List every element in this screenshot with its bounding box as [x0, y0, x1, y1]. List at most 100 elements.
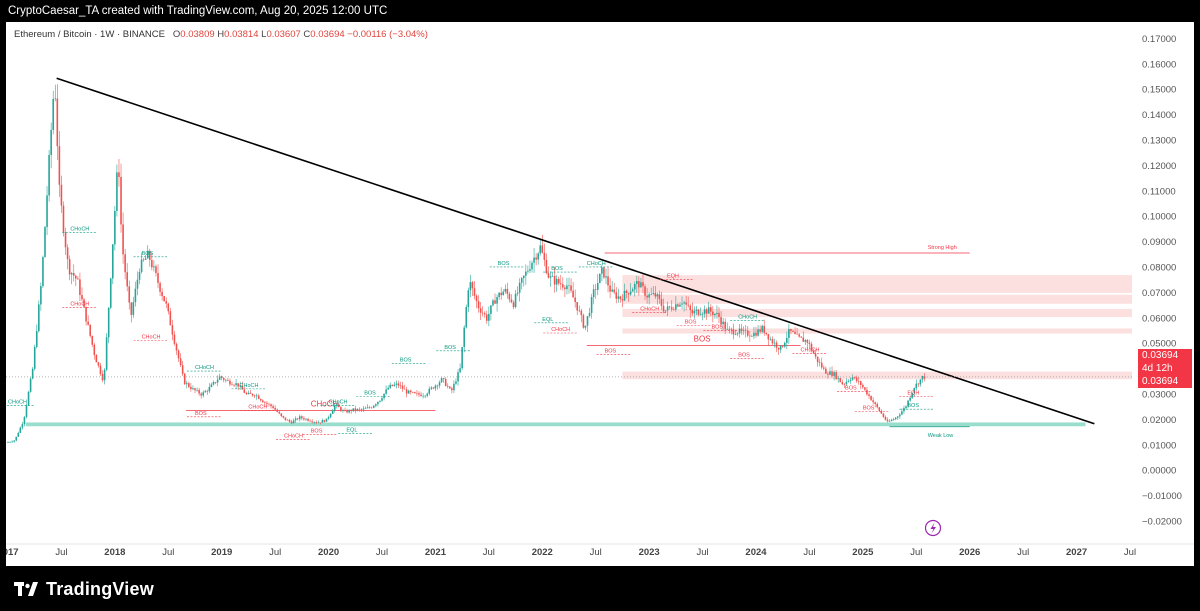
candle [29, 376, 32, 393]
candle [220, 375, 223, 381]
candle-body [794, 331, 796, 334]
candle-body [99, 365, 102, 374]
candle [500, 287, 502, 300]
candle-body [594, 289, 597, 290]
candle-body [518, 282, 521, 293]
candle-body [418, 393, 420, 395]
candle [403, 384, 406, 390]
candle-body [613, 289, 616, 293]
candle-body [218, 376, 221, 380]
candle [467, 287, 470, 313]
candle [204, 389, 207, 393]
time-tick-label: Jul [803, 547, 815, 558]
candle-body [802, 337, 805, 342]
candle [792, 329, 794, 333]
candle [231, 381, 233, 386]
candle-body [278, 411, 281, 414]
candle-body [362, 408, 365, 410]
time-tick-label: Jul [55, 547, 67, 558]
candle-body [329, 413, 332, 418]
supply-zone [622, 371, 1132, 380]
candle-body [693, 310, 696, 314]
candle [617, 288, 620, 303]
candle [372, 405, 375, 409]
candle-body [342, 410, 344, 411]
candle [765, 332, 768, 336]
candle-body [317, 422, 320, 424]
candle [259, 398, 262, 402]
candle [81, 287, 83, 302]
candle [62, 201, 65, 237]
candle-body [837, 378, 839, 379]
candle [405, 386, 408, 398]
candle [662, 298, 665, 314]
candle [165, 297, 168, 309]
candle [868, 392, 870, 399]
candle-body [313, 422, 315, 423]
candle-body [311, 421, 313, 423]
price-tick-label: 0.00000 [1142, 466, 1176, 477]
candle-body [173, 334, 176, 344]
structure-label: BOS [711, 324, 723, 330]
price-tick-label: 0.14000 [1142, 110, 1176, 121]
tradingview-logo[interactable]: TradingView [14, 579, 154, 599]
candle-body [494, 300, 496, 304]
candle-body [751, 336, 753, 337]
candle-body [38, 304, 40, 332]
candle [802, 331, 805, 342]
candle-body [183, 373, 186, 385]
candle-body [905, 406, 907, 409]
candle-body [239, 385, 242, 387]
price-tick-label: 0.03000 [1142, 390, 1176, 401]
candle [738, 323, 741, 338]
candle-body [549, 276, 552, 278]
candle-body [726, 329, 729, 330]
candle [531, 260, 533, 273]
candle-body [243, 389, 246, 393]
candle [58, 131, 61, 198]
candle-body [128, 286, 131, 303]
candle [664, 310, 667, 313]
candle-body [389, 384, 392, 388]
candle [436, 384, 439, 390]
candle [379, 400, 381, 403]
tradingview-logo-icon [14, 582, 38, 596]
candle [15, 436, 18, 442]
candle [181, 360, 184, 376]
candle-body [570, 285, 572, 291]
candle-body [786, 337, 788, 343]
candle-body [206, 391, 209, 392]
candle [313, 421, 315, 425]
candle-body [829, 371, 831, 375]
support-zone [25, 422, 1086, 427]
candle [709, 304, 712, 317]
chart-area[interactable]: Strong High Weak Low BOS CHoCH CHoCH CHoCH CH… [6, 22, 1194, 566]
time-tick-label: Jul [162, 547, 174, 558]
candle [317, 420, 320, 424]
candle [348, 408, 350, 414]
candle-body [640, 282, 642, 288]
candle-body [839, 378, 842, 383]
candle-body [568, 285, 570, 287]
candle-body [525, 271, 527, 276]
candle-body [136, 279, 139, 289]
candle-body [539, 245, 542, 254]
price-tick-label: 0.16000 [1142, 59, 1176, 70]
close-value: 0.03694 [310, 29, 345, 40]
candle-body [619, 296, 622, 300]
price-tick-label: 0.09000 [1142, 237, 1176, 248]
candle [718, 307, 720, 324]
candle-body [827, 373, 829, 375]
time-tick-label: 2024 [745, 547, 767, 558]
candle [761, 324, 763, 334]
candle-body [849, 379, 852, 381]
candle [299, 414, 301, 422]
candle [323, 419, 326, 423]
candle-body [781, 345, 784, 347]
candle-body [331, 410, 334, 414]
candle-body [338, 404, 340, 408]
candle-body [481, 312, 484, 314]
candle [685, 295, 687, 311]
